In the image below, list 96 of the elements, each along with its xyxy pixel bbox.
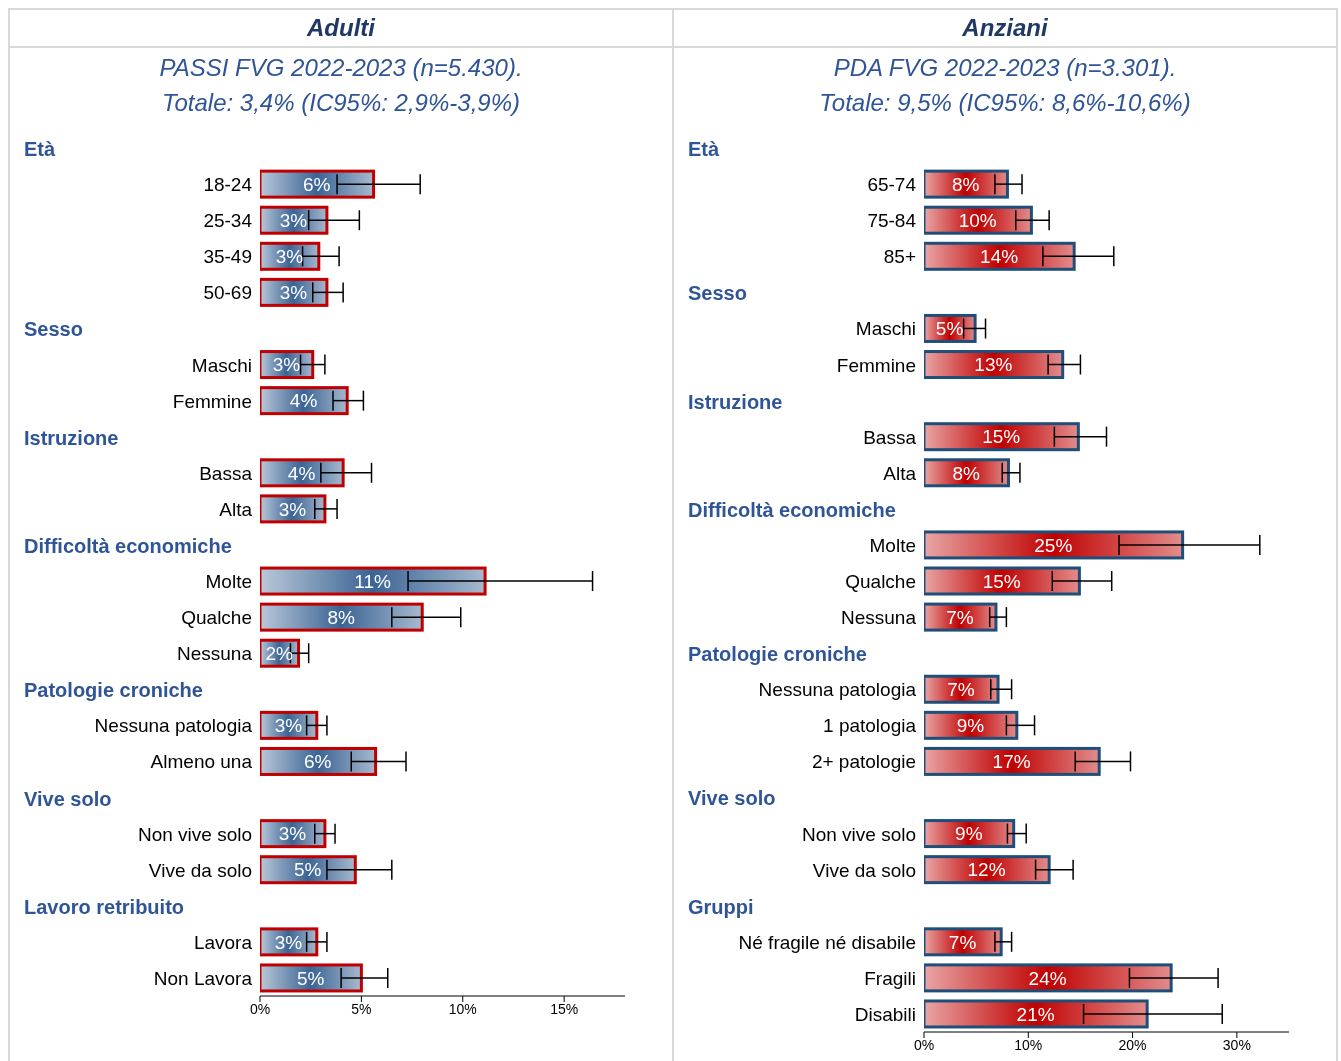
data-label: 12% <box>967 859 1006 881</box>
y-tick-label: Molte <box>869 534 916 556</box>
text: Vive solo <box>688 787 776 810</box>
text: Difficoltà economiche <box>24 534 232 557</box>
data-label: 11% <box>354 570 391 592</box>
data-label: 8% <box>951 173 980 195</box>
text: Età <box>688 138 720 161</box>
data-label: 3% <box>274 715 303 737</box>
chart-title: Adulti <box>10 10 672 48</box>
y-tick-label: 1 patologia <box>823 715 917 737</box>
data-label: 10% <box>958 209 997 231</box>
x-tick-label: 10% <box>1014 1036 1043 1053</box>
data-label: 3% <box>278 823 307 845</box>
text: Età <box>24 138 56 161</box>
text: Lavoro retribuito <box>24 895 185 918</box>
text: Gruppi <box>688 895 754 918</box>
y-tick-label: Alta <box>883 462 917 484</box>
y-tick-label: Non vive solo <box>137 823 252 845</box>
text: Patologie croniche <box>24 679 203 702</box>
x-tick-label: 10% <box>448 1000 477 1017</box>
data-label: 3% <box>278 498 307 520</box>
y-tick-label: Vive da solo <box>812 859 916 881</box>
data-label: 7% <box>948 931 977 953</box>
y-tick-label: Lavora <box>193 931 253 953</box>
y-tick-label: 2+ patologie <box>811 751 916 773</box>
y-tick-label: 75-84 <box>867 210 917 232</box>
y-tick-label: 18-24 <box>203 174 253 196</box>
data-label: 8% <box>327 606 355 628</box>
data-label: 5% <box>296 967 325 989</box>
y-tick-label: Nessuna patologia <box>94 715 253 737</box>
data-label: 6% <box>304 751 332 773</box>
x-tick-label: 0% <box>913 1036 935 1053</box>
y-tick-label: 50-69 <box>203 282 252 304</box>
y-tick-label: Disabili <box>854 1003 916 1025</box>
data-label: 6% <box>303 173 331 195</box>
y-tick-label: Maschi <box>855 318 916 340</box>
y-tick-label: Femmine <box>836 354 916 376</box>
data-label: 4% <box>289 390 318 412</box>
y-tick-label: 25-34 <box>203 210 253 232</box>
data-label: 24% <box>1028 967 1067 989</box>
text: Patologie croniche <box>688 643 867 666</box>
data-label: 5% <box>935 318 964 340</box>
data-label: 4% <box>287 462 316 484</box>
y-tick-label: Bassa <box>863 426 917 448</box>
data-label: 15% <box>982 426 1021 448</box>
text: Difficoltà economiche <box>688 498 896 521</box>
y-tick-label: Non vive solo <box>801 823 916 845</box>
text: Istruzione <box>688 390 783 413</box>
y-tick-label: Non Lavora <box>153 967 253 989</box>
y-tick-label: 85+ <box>883 246 916 268</box>
data-label: 7% <box>946 606 974 628</box>
data-label: 3% <box>274 931 303 953</box>
data-label: 21% <box>1016 1003 1055 1025</box>
chart-subtitle: PDA FVG 2022-2023 (n=3.301). <box>832 53 1178 83</box>
y-tick-label: Maschi <box>191 354 252 376</box>
y-tick-label: Nessuna <box>177 643 253 665</box>
y-tick-label: Nessuna patologia <box>758 679 917 701</box>
text: Sesso <box>24 318 83 341</box>
data-label: 25% <box>1034 534 1073 556</box>
text: Totale: 3,4% (IC95%: 2,9%-3,9%) <box>161 88 521 118</box>
y-tick-label: Qualche <box>845 571 916 592</box>
x-tick-label: 20% <box>1118 1036 1147 1053</box>
y-tick-label: Fragili <box>864 967 916 989</box>
y-tick-label: Femmine <box>172 390 252 412</box>
y-tick-label: Vive da solo <box>148 859 252 881</box>
text: Vive solo <box>24 787 112 810</box>
y-tick-label: 35-49 <box>203 246 252 268</box>
data-label: 8% <box>952 462 981 484</box>
data-label: 3% <box>272 354 301 376</box>
text: Sesso <box>688 282 747 305</box>
y-tick-label: Qualche <box>181 607 252 629</box>
data-label: 7% <box>947 679 975 700</box>
y-tick-label: 65-74 <box>867 174 917 196</box>
y-tick-label: Almeno una <box>150 751 253 773</box>
chart-title: Anziani <box>674 10 1336 48</box>
x-tick-label: 30% <box>1222 1036 1251 1053</box>
data-label: 3% <box>279 282 308 304</box>
data-label: 13% <box>974 354 1013 376</box>
data-label: 9% <box>955 823 983 845</box>
x-tick-label: 5% <box>351 1000 372 1017</box>
x-tick-label: 15% <box>550 1000 579 1017</box>
data-label: 5% <box>293 859 322 881</box>
x-tick-label: 0% <box>249 1000 271 1017</box>
y-tick-label: Bassa <box>199 462 253 484</box>
chart-subtitle: PASSI FVG 2022-2023 (n=5.430). <box>158 53 524 83</box>
text: Totale: 9,5% (IC95%: 8,6%-10,6%) <box>818 88 1192 118</box>
y-tick-label: Nessuna <box>841 607 917 629</box>
data-label: 9% <box>956 715 985 737</box>
data-label: 3% <box>279 209 308 231</box>
data-label: 17% <box>992 751 1031 773</box>
y-tick-label: Alta <box>219 498 253 520</box>
data-label: 14% <box>980 246 1019 268</box>
data-label: 15% <box>982 570 1021 592</box>
y-tick-label: Né fragile né disabile <box>738 931 916 953</box>
y-tick-label: Molte <box>205 571 252 593</box>
text: Istruzione <box>24 426 119 449</box>
